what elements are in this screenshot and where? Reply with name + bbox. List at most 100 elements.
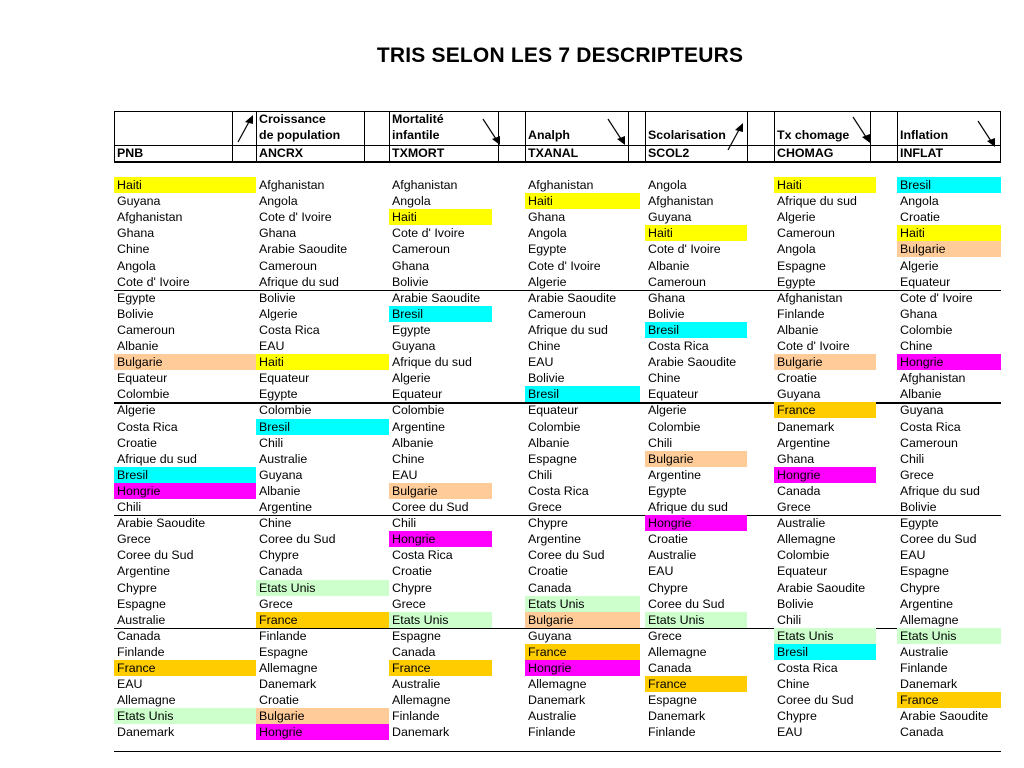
country-cell: Bulgarie	[774, 354, 876, 371]
country-cell: Etats Unis	[645, 611, 747, 628]
column-divider	[389, 111, 390, 161]
country-cell: France	[645, 676, 747, 693]
country-cell: Bolivie	[648, 306, 685, 321]
country-cell: Angola	[259, 194, 298, 209]
country-cell: Equateur	[777, 564, 828, 579]
table-rule	[114, 161, 1001, 163]
country-cell: Chine	[900, 339, 933, 353]
country-cell: Egypte	[117, 290, 156, 305]
country-cell: Arabie Saoudite	[648, 355, 737, 370]
sort-ascending-arrow-icon	[727, 123, 743, 151]
country-cell: Equateur	[392, 387, 443, 402]
country-cell: Etats Unis	[897, 627, 1001, 644]
column-scol2: Scolarisation SCOL2 Angola Afghanistan Guyan…	[645, 111, 774, 751]
country-cell: France	[525, 643, 640, 660]
country-cell: Argentine	[259, 500, 313, 514]
country-cell: Equateur	[117, 371, 168, 386]
country-cell: Australie	[648, 548, 697, 563]
country-cell: EAU	[117, 677, 143, 692]
country-cell: Afrique du sud	[648, 500, 728, 514]
country-cell: Chili	[259, 435, 284, 450]
country-cell: Allemagne	[900, 612, 959, 627]
country-cell: Arabie Saoudite	[392, 290, 481, 305]
country-cell: Bolivie	[900, 500, 937, 514]
country-cell: Bulgarie	[897, 241, 1001, 258]
variable-code-label: SCOL2	[648, 146, 690, 160]
country-cell: Angola	[900, 194, 939, 209]
country-cell: Algerie	[528, 274, 567, 289]
country-cell: Egypte	[392, 322, 431, 337]
country-cell: Ghana	[117, 226, 155, 241]
country-cell: Australie	[259, 451, 308, 466]
country-cell: Chypre	[900, 580, 940, 595]
column-ancrx: Croissance de population ANCRX Afghanistan…	[256, 111, 389, 751]
country-cell: Finlande	[900, 661, 948, 675]
country-cell: Cote d' Ivoire	[259, 210, 332, 225]
country-cell: Finlande	[259, 628, 307, 643]
ranking-table: PNB Haiti Guyana Afghanistan Ghana Chine Angol…	[114, 111, 1001, 752]
country-cell: Canada	[528, 580, 572, 595]
column-pnb: PNB Haiti Guyana Afghanistan Ghana Chine Angol…	[114, 111, 256, 751]
column-header: Inflation	[897, 111, 1001, 161]
country-cell: Chine	[528, 339, 561, 353]
country-cell: Argentine	[648, 467, 702, 482]
country-cell: Argentine	[392, 419, 446, 434]
country-cell: Haiti	[525, 193, 640, 210]
sort-descending-arrow-icon	[852, 116, 870, 143]
country-cell: Argentine	[117, 564, 171, 579]
country-cell: Guyana	[777, 387, 821, 402]
country-cell: Chine	[392, 451, 425, 466]
country-cell: Coree du Sud	[117, 548, 194, 563]
column-header: Tx chomage	[774, 111, 897, 161]
country-cell: Argentine	[777, 435, 831, 450]
column-divider	[498, 111, 499, 161]
country-cell: Canada	[117, 628, 161, 643]
country-cell: Cameroun	[259, 258, 317, 273]
country-cell: Croatie	[777, 371, 817, 386]
country-cell: Egypte	[648, 483, 687, 498]
country-cell: Coree du Sud	[648, 596, 725, 611]
country-cell: Coree du Sud	[392, 500, 469, 514]
country-cell: Egypte	[259, 387, 298, 402]
country-cell: Cote d' Ivoire	[900, 290, 973, 305]
column-divider	[364, 111, 365, 161]
country-cell: Australie	[777, 516, 826, 531]
country-cell: Haiti	[645, 225, 747, 242]
country-cell: Afrique du sud	[392, 355, 472, 370]
country-cell: Cameroun	[528, 306, 586, 321]
country-cell: EAU	[528, 355, 554, 370]
table-rule	[114, 402, 1001, 405]
variable-code: ANCRX	[256, 146, 389, 161]
country-cell: Allemagne	[392, 693, 451, 708]
country-cell: Haiti	[897, 225, 1001, 242]
country-cell: France	[897, 692, 1001, 709]
country-cell: France	[389, 660, 492, 676]
country-cell: Grece	[259, 596, 293, 611]
country-cell: Canada	[900, 725, 944, 740]
country-cell: Australie	[528, 709, 577, 724]
country-cell: Ghana	[392, 258, 430, 273]
variable-code: TXANAL	[525, 146, 645, 161]
country-cell: Equateur	[648, 387, 699, 402]
country-cell: Cameroun	[392, 242, 450, 257]
country-cell: Afrique du sud	[259, 274, 339, 289]
country-cell: Allemagne	[777, 532, 836, 547]
country-cell: Allemagne	[117, 693, 176, 708]
country-cell: Costa Rica	[777, 661, 838, 675]
country-cell: Finlande	[528, 725, 576, 740]
country-cell: Allemagne	[259, 661, 318, 675]
country-cell: Argentine	[528, 532, 582, 547]
column-header-label: Scolarisation	[648, 128, 726, 143]
country-cell: Espagne	[528, 451, 577, 466]
country-cell: Croatie	[259, 693, 299, 708]
country-cell: Danemark	[648, 709, 706, 724]
column-header: Scolarisation	[645, 111, 774, 161]
country-cell: Bolivie	[528, 371, 565, 386]
country-cell: Danemark	[777, 419, 835, 434]
country-cell: Albanie	[117, 339, 159, 353]
table-rule	[114, 289, 1001, 291]
country-cell: Grece	[900, 467, 934, 482]
variable-code-label: TXMORT	[392, 146, 445, 160]
country-cell: Haiti	[114, 177, 256, 193]
country-cell: Espagne	[117, 596, 166, 611]
